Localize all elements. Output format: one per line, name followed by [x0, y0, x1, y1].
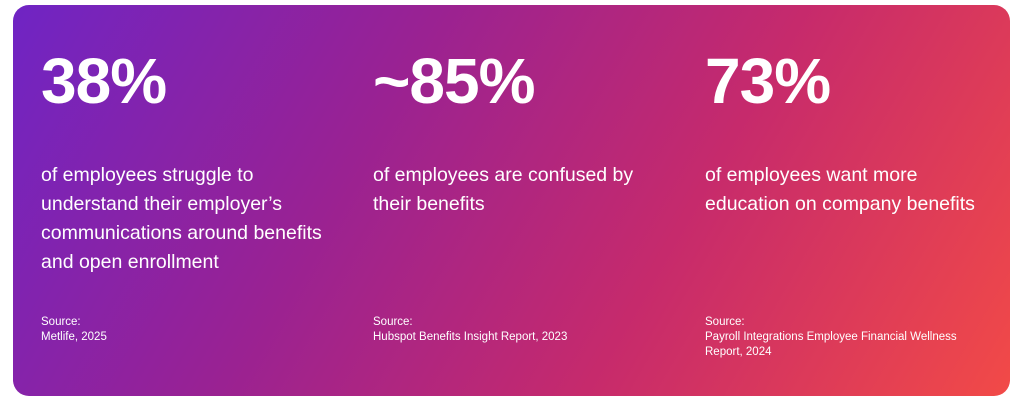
stat-value: 73% [705, 45, 831, 117]
stat-description: of employees struggle to understand thei… [41, 164, 322, 273]
stat-description: of employees want more education on comp… [705, 164, 975, 215]
stat-description: of employees are confused by their benef… [373, 164, 634, 215]
stat-value: 38% [41, 45, 167, 117]
stat-card-3: 73% of employees want more education on … [705, 5, 1005, 396]
source-text: Metlife, 2025 [41, 331, 107, 343]
stat-source: Source: Metlife, 2025 [41, 315, 311, 345]
source-text: Hubspot Benefits Insight Report, 2023 [373, 331, 568, 343]
source-label: Source: [41, 316, 81, 328]
stat-card-1: 38% of employees struggle to understand … [41, 5, 341, 396]
source-text: Payroll Integrations Employee Financial … [705, 331, 957, 358]
stat-card-2: ~85% of employees are confused by their … [373, 5, 673, 396]
stat-source: Source: Hubspot Benefits Insight Report,… [373, 315, 643, 345]
source-label: Source: [373, 316, 413, 328]
stat-source: Source: Payroll Integrations Employee Fi… [705, 315, 975, 360]
stats-banner: 38% of employees struggle to understand … [13, 5, 1010, 396]
stat-value: ~85% [373, 45, 535, 117]
source-label: Source: [705, 316, 745, 328]
